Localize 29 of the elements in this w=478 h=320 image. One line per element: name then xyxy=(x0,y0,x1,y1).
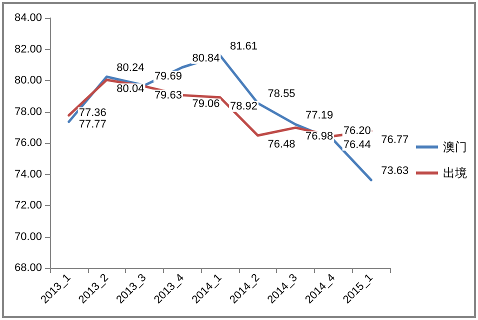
data-label: 76.98 xyxy=(306,130,334,143)
data-label: 77.77 xyxy=(78,118,106,130)
data-label: 79.63 xyxy=(154,89,182,102)
data-label: 80.24 xyxy=(116,62,144,74)
y-tick-label: 82.00 xyxy=(14,43,42,56)
y-tick-label: 80.00 xyxy=(14,74,42,86)
data-label: 73.63 xyxy=(381,165,409,178)
y-tick-label: 78.00 xyxy=(14,106,42,118)
data-label: 76.44 xyxy=(343,139,371,152)
data-label: 78.55 xyxy=(268,88,296,100)
data-label: 77.36 xyxy=(78,106,106,119)
legend-label: 澳门 xyxy=(443,140,467,154)
data-label: 80.04 xyxy=(116,82,144,95)
data-label: 77.19 xyxy=(306,109,334,122)
data-label: 81.61 xyxy=(230,40,258,52)
y-tick-label: 70.00 xyxy=(14,230,42,243)
y-tick-label: 72.00 xyxy=(14,200,42,212)
y-tick-label: 74.00 xyxy=(14,168,42,180)
data-label: 79.06 xyxy=(192,98,220,110)
data-label: 76.20 xyxy=(343,124,371,137)
data-label: 78.92 xyxy=(230,100,258,112)
y-tick-label: 68.00 xyxy=(14,262,42,274)
data-label: 80.84 xyxy=(192,52,220,64)
y-tick-label: 84.00 xyxy=(14,12,42,24)
data-label: 76.48 xyxy=(268,138,296,150)
data-label: 76.77 xyxy=(381,134,409,146)
data-label: 79.69 xyxy=(154,70,182,82)
y-tick-label: 76.00 xyxy=(14,137,42,149)
legend-label: 出境 xyxy=(443,166,467,180)
